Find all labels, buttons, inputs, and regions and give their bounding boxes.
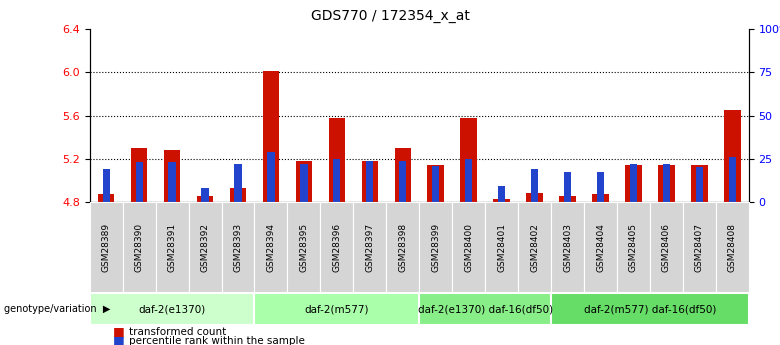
Bar bbox=[658, 165, 675, 202]
Bar bbox=[263, 71, 279, 202]
Bar bbox=[559, 196, 576, 202]
Text: GSM28408: GSM28408 bbox=[728, 223, 737, 272]
Text: GSM28396: GSM28396 bbox=[332, 223, 342, 272]
Text: GSM28390: GSM28390 bbox=[135, 223, 144, 272]
Text: daf-2(m577) daf-16(df50): daf-2(m577) daf-16(df50) bbox=[583, 304, 716, 314]
Bar bbox=[131, 148, 147, 202]
Bar bbox=[494, 199, 510, 202]
Text: GSM28403: GSM28403 bbox=[563, 223, 572, 272]
Bar bbox=[465, 159, 473, 202]
Bar bbox=[432, 166, 439, 202]
Bar bbox=[300, 164, 307, 202]
Text: GSM28389: GSM28389 bbox=[101, 223, 111, 272]
Bar bbox=[230, 188, 246, 202]
Bar bbox=[696, 167, 703, 202]
Text: GSM28406: GSM28406 bbox=[662, 223, 671, 272]
Text: GSM28404: GSM28404 bbox=[596, 223, 605, 272]
Bar bbox=[691, 165, 707, 202]
Text: GSM28401: GSM28401 bbox=[497, 223, 506, 272]
Bar bbox=[98, 194, 115, 202]
Text: daf-2(e1370): daf-2(e1370) bbox=[139, 304, 206, 314]
Text: ■: ■ bbox=[113, 325, 125, 338]
Bar bbox=[197, 196, 213, 202]
Bar bbox=[268, 152, 275, 202]
Text: GSM28395: GSM28395 bbox=[300, 223, 308, 272]
Text: GSM28407: GSM28407 bbox=[695, 223, 704, 272]
Bar bbox=[399, 161, 406, 202]
Text: percentile rank within the sample: percentile rank within the sample bbox=[129, 336, 304, 345]
Bar bbox=[663, 164, 670, 202]
Bar bbox=[366, 161, 374, 202]
Bar bbox=[395, 148, 411, 202]
Text: GSM28402: GSM28402 bbox=[530, 223, 539, 272]
Text: genotype/variation  ▶: genotype/variation ▶ bbox=[4, 304, 110, 314]
Bar bbox=[564, 172, 571, 202]
Bar bbox=[362, 161, 378, 202]
Bar bbox=[296, 161, 312, 202]
Bar bbox=[201, 188, 209, 202]
Text: GSM28394: GSM28394 bbox=[267, 223, 275, 272]
Bar bbox=[592, 194, 608, 202]
Bar bbox=[531, 169, 538, 202]
Bar bbox=[333, 159, 341, 202]
Text: daf-2(e1370) daf-16(df50): daf-2(e1370) daf-16(df50) bbox=[417, 304, 553, 314]
Text: GSM28397: GSM28397 bbox=[365, 223, 374, 272]
Bar bbox=[102, 169, 110, 202]
Bar bbox=[629, 164, 637, 202]
Bar bbox=[724, 110, 740, 202]
Text: GDS770 / 172354_x_at: GDS770 / 172354_x_at bbox=[310, 9, 470, 23]
Bar bbox=[427, 165, 444, 202]
Bar bbox=[526, 193, 543, 202]
Text: transformed count: transformed count bbox=[129, 327, 226, 337]
Bar bbox=[234, 164, 242, 202]
Bar bbox=[597, 172, 604, 202]
Bar bbox=[626, 165, 642, 202]
Bar bbox=[168, 162, 176, 202]
Bar bbox=[328, 118, 345, 202]
Text: GSM28405: GSM28405 bbox=[629, 223, 638, 272]
Text: ■: ■ bbox=[113, 334, 125, 345]
Text: GSM28398: GSM28398 bbox=[399, 223, 407, 272]
Bar bbox=[136, 162, 143, 202]
Bar bbox=[729, 157, 736, 202]
Bar bbox=[164, 150, 180, 202]
Text: GSM28392: GSM28392 bbox=[200, 223, 210, 272]
Text: GSM28400: GSM28400 bbox=[464, 223, 473, 272]
Bar bbox=[460, 118, 477, 202]
Text: GSM28399: GSM28399 bbox=[431, 223, 440, 272]
Text: GSM28393: GSM28393 bbox=[233, 223, 243, 272]
Text: daf-2(m577): daf-2(m577) bbox=[305, 304, 369, 314]
Text: GSM28391: GSM28391 bbox=[168, 223, 176, 272]
Bar bbox=[498, 186, 505, 202]
